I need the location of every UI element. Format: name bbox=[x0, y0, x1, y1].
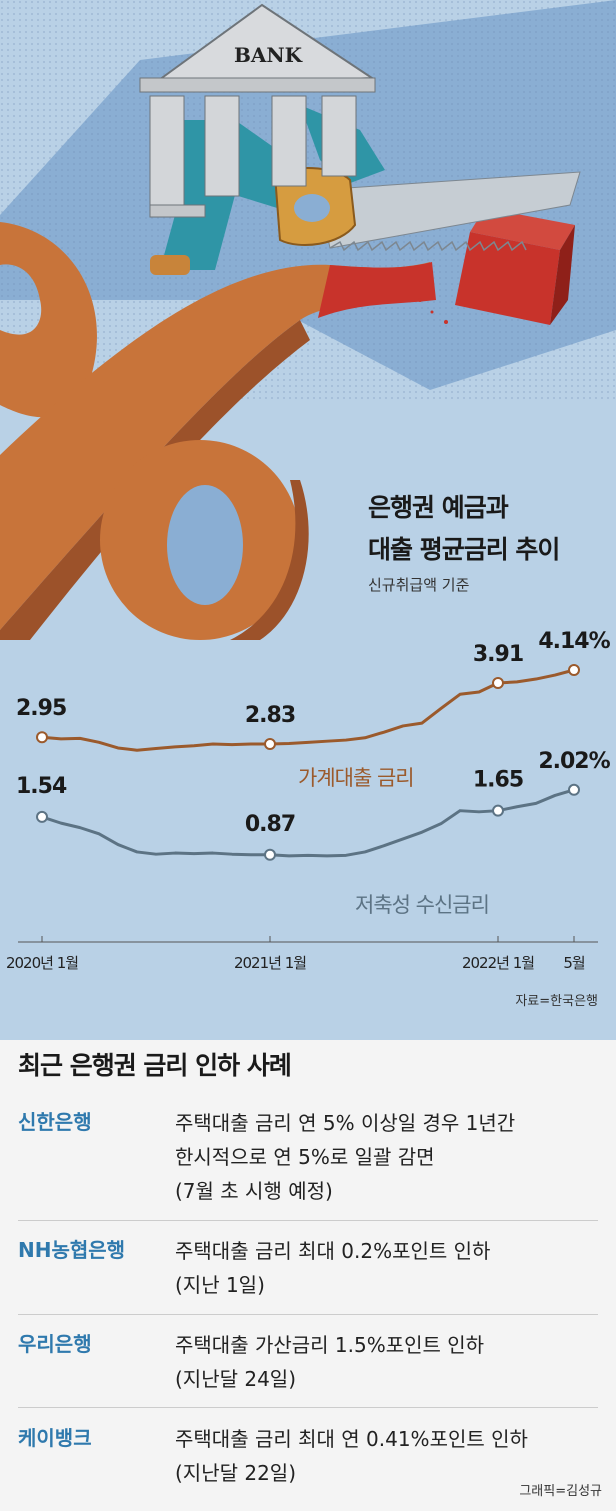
bank-name: NH농협은행 bbox=[18, 1238, 126, 1262]
x-tick-label: 2021년 1월 bbox=[234, 954, 306, 972]
chart-area: BANK 은행권 예금과 대출 평균금리 추이 신규취급액 기준 2020년 1… bbox=[0, 0, 616, 1009]
data-point bbox=[492, 804, 504, 817]
bank-column bbox=[321, 95, 357, 177]
red-block bbox=[455, 232, 560, 325]
series-label-loan-rate: 가계대출 금리 bbox=[298, 766, 414, 790]
percent-bottom-hole bbox=[167, 485, 243, 605]
line-chart: 2020년 1월 2021년 1월 2022년 1월 5월 2.95 2.83 3.91 4.… bbox=[6, 630, 612, 972]
data-point bbox=[36, 810, 48, 823]
bank-name: 우리은행 bbox=[18, 1332, 92, 1356]
series-line-deposit-rate bbox=[40, 788, 576, 858]
x-tick-label: 2022년 1월 bbox=[462, 954, 534, 972]
bank-column bbox=[204, 95, 240, 197]
chart-title-line1: 은행권 예금과 bbox=[368, 493, 509, 522]
x-tick-label: 2020년 1월 bbox=[6, 954, 78, 972]
bank-sign: BANK bbox=[234, 43, 303, 67]
red-block-side bbox=[550, 225, 575, 325]
percent-top-circle bbox=[0, 222, 97, 418]
case-description: 주택대출 금리 연 5% 이상일 경우 1년간 한시적으로 연 5%로 일괄 감… bbox=[175, 1106, 605, 1208]
case-description: 주택대출 금리 최대 0.2%포인트 인하 (지난 1일) bbox=[175, 1234, 605, 1302]
data-point bbox=[264, 738, 276, 751]
case-line: (지난달 22일) bbox=[175, 1461, 297, 1485]
divider bbox=[18, 1314, 598, 1315]
data-point bbox=[264, 848, 276, 861]
divider bbox=[18, 1220, 598, 1221]
graphic-credit: 그래픽=김성규 bbox=[519, 1484, 602, 1499]
case-line: (7월 초 시행 예정) bbox=[175, 1179, 333, 1203]
saw-handle-hole bbox=[294, 194, 330, 222]
data-label: 1.54 bbox=[16, 774, 67, 799]
case-line: 주택대출 금리 최대 0.2%포인트 인하 bbox=[175, 1239, 491, 1263]
case-line: 한시적으로 연 5%로 일괄 감면 bbox=[175, 1145, 435, 1169]
bank-column bbox=[271, 95, 307, 187]
data-point bbox=[568, 664, 580, 676]
section-title: 최근 은행권 금리 인하 사례 bbox=[18, 1051, 292, 1080]
bank-name: 케이뱅크 bbox=[18, 1426, 92, 1450]
case-line: 주택대출 금리 연 5% 이상일 경우 1년간 bbox=[175, 1111, 516, 1135]
illustration: BANK bbox=[0, 0, 616, 640]
data-label: 0.87 bbox=[245, 812, 295, 837]
bank-cornice bbox=[139, 77, 376, 93]
bank-column bbox=[149, 95, 185, 207]
shoe bbox=[150, 255, 190, 275]
case-line: 주택대출 가산금리 1.5%포인트 인하 bbox=[175, 1333, 485, 1357]
data-label: 2.83 bbox=[245, 703, 295, 728]
data-point bbox=[36, 731, 48, 744]
x-tick-label: 5월 bbox=[563, 954, 585, 972]
data-label: 2.95 bbox=[16, 696, 66, 721]
saw-teeth bbox=[329, 240, 527, 252]
series-line-loan-rate bbox=[40, 668, 576, 752]
data-label: 3.91 bbox=[473, 642, 523, 667]
case-line: (지난달 24일) bbox=[175, 1367, 297, 1391]
cases-section: 최근 은행권 금리 인하 사례 신한은행 주택대출 금리 연 5% 이상일 경우… bbox=[0, 1040, 616, 1511]
data-label: 2.02% bbox=[538, 749, 610, 774]
chart-title-line2: 대출 평균금리 추이 bbox=[368, 535, 560, 564]
series-label-deposit-rate: 저축성 수신금리 bbox=[355, 893, 489, 917]
chart-subtitle: 신규취급액 기준 bbox=[368, 576, 470, 594]
data-point bbox=[568, 783, 580, 796]
divider bbox=[18, 1407, 598, 1408]
data-point bbox=[492, 676, 504, 689]
data-label: 4.14% bbox=[538, 630, 610, 654]
bank-name: 신한은행 bbox=[18, 1110, 92, 1134]
red-slash-end bbox=[318, 262, 436, 318]
data-label: 1.65 bbox=[473, 768, 523, 793]
percent-bottom-shade bbox=[230, 480, 309, 640]
source-note: 자료=한국은행 bbox=[515, 994, 598, 1009]
case-description: 주택대출 가산금리 1.5%포인트 인하 (지난달 24일) bbox=[175, 1328, 605, 1396]
case-line: 주택대출 금리 최대 연 0.41%포인트 인하 bbox=[175, 1427, 528, 1451]
bank-base bbox=[149, 204, 206, 218]
case-description: 주택대출 금리 최대 연 0.41%포인트 인하 (지난달 22일) bbox=[175, 1422, 605, 1490]
case-line: (지난 1일) bbox=[175, 1273, 265, 1297]
